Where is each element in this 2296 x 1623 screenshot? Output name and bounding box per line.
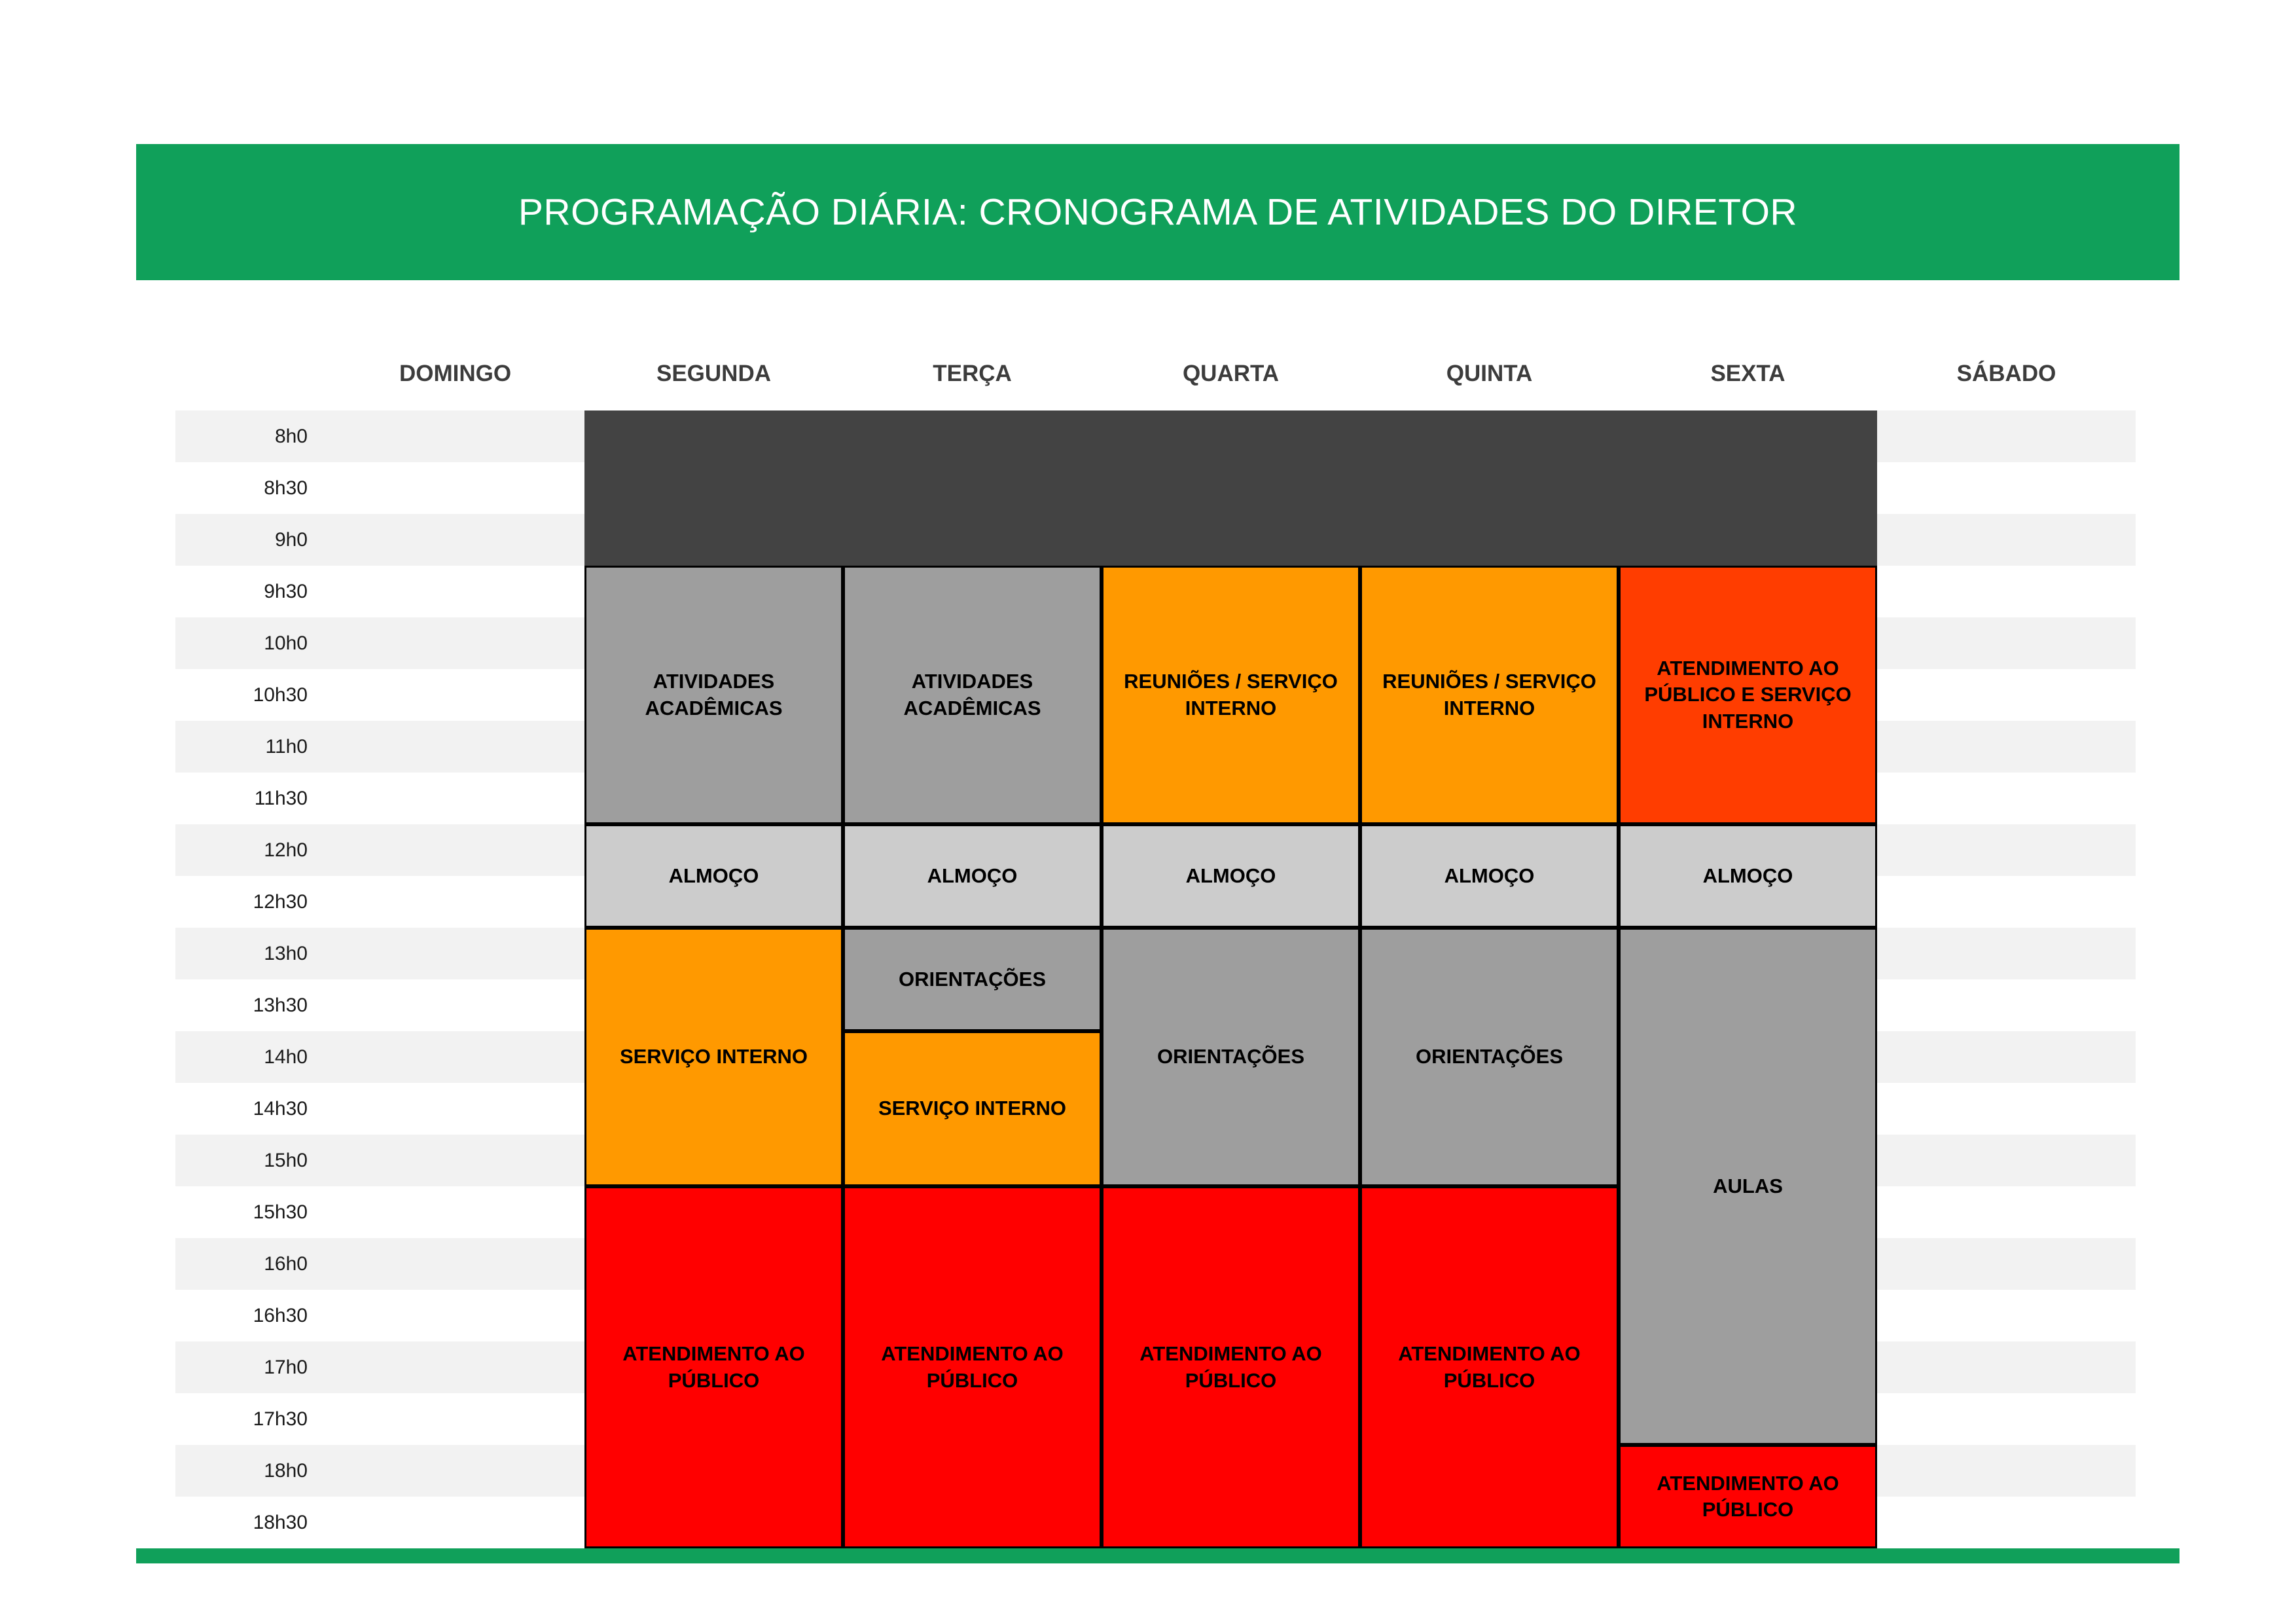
time-label: 16h0	[264, 1252, 308, 1275]
schedule-block: REUNIÕES / SERVIÇO INTERNO	[1360, 566, 1619, 824]
schedule-block: ATENDIMENTO AO PÚBLICO	[1102, 1186, 1360, 1548]
schedule-block-label: ALMOÇO	[668, 864, 759, 887]
schedule-block: ALMOÇO	[843, 824, 1102, 928]
schedule-block: ALMOÇO	[1102, 824, 1360, 928]
schedule-block-label: ATIVIDADES ACADÊMICAS	[645, 670, 783, 720]
time-label: 15h0	[264, 1149, 308, 1171]
schedule-block	[584, 410, 1877, 566]
schedule-block: ATENDIMENTO AO PÚBLICO	[843, 1186, 1102, 1548]
time-label: 9h0	[274, 528, 308, 551]
schedule-block-label: ALMOÇO	[1444, 864, 1535, 887]
schedule-block: ALMOÇO	[1619, 824, 1877, 928]
schedule-block: ORIENTAÇÕES	[1102, 928, 1360, 1186]
time-label: 16h30	[253, 1304, 308, 1326]
schedule-block-label: AULAS	[1713, 1174, 1783, 1197]
time-label: 18h0	[264, 1459, 308, 1482]
day-header: SEGUNDA	[656, 361, 772, 386]
schedule-block-label: ATENDIMENTO AO PÚBLICO	[1398, 1342, 1581, 1392]
schedule-block: ATENDIMENTO AO PÚBLICO E SERVIÇO INTERNO	[1619, 566, 1877, 824]
schedule-block: ALMOÇO	[584, 824, 843, 928]
time-label: 13h30	[253, 994, 308, 1016]
time-label: 10h0	[264, 632, 308, 654]
schedule-block-label: ATENDIMENTO AO PÚBLICO	[1139, 1342, 1322, 1392]
schedule-block: REUNIÕES / SERVIÇO INTERNO	[1102, 566, 1360, 824]
schedule-block-label: ALMOÇO	[1702, 864, 1793, 887]
schedule-block: ATIVIDADES ACADÊMICAS	[584, 566, 843, 824]
schedule-block-label: ATENDIMENTO AO PÚBLICO	[622, 1342, 805, 1392]
time-label: 13h0	[264, 942, 308, 964]
schedule-block-label: ORIENTAÇÕES	[1157, 1045, 1305, 1068]
schedule-block-label: ATIVIDADES ACADÊMICAS	[903, 670, 1041, 720]
time-label: 17h30	[253, 1408, 308, 1430]
time-label: 11h0	[265, 735, 308, 757]
footer-bar	[136, 1548, 2179, 1563]
time-label: 17h0	[264, 1356, 308, 1378]
schedule-block-label: ALMOÇO	[927, 864, 1018, 887]
day-header: QUINTA	[1446, 361, 1533, 386]
schedule-block: ATIVIDADES ACADÊMICAS	[843, 566, 1102, 824]
time-label: 12h0	[264, 839, 308, 861]
time-label: 15h30	[253, 1201, 308, 1223]
time-label: 9h30	[264, 580, 308, 602]
time-label: 8h0	[274, 425, 308, 447]
schedule-block-label: ORIENTAÇÕES	[1415, 1045, 1564, 1068]
schedule-block: AULAS	[1619, 928, 1877, 1445]
schedule-block-label: ALMOÇO	[1185, 864, 1276, 887]
page-title: PROGRAMAÇÃO DIÁRIA: CRONOGRAMA DE ATIVID…	[518, 191, 1798, 233]
time-label: 11h30	[254, 787, 308, 809]
schedule-block: ATENDIMENTO AO PÚBLICO	[584, 1186, 843, 1548]
schedule-block-label: SERVIÇO INTERNO	[878, 1097, 1067, 1120]
time-label: 14h0	[264, 1046, 308, 1068]
schedule-block-label: REUNIÕES / SERVIÇO INTERNO	[1382, 670, 1596, 720]
schedule-block: ORIENTAÇÕES	[1360, 928, 1619, 1186]
time-label: 18h30	[253, 1511, 308, 1533]
schedule-block-label: REUNIÕES / SERVIÇO INTERNO	[1124, 670, 1338, 720]
schedule-block: ORIENTAÇÕES	[843, 928, 1102, 1031]
schedule-block: ATENDIMENTO AO PÚBLICO	[1619, 1445, 1877, 1548]
schedule-block-label: ATENDIMENTO AO PÚBLICO	[1657, 1471, 1839, 1521]
schedule-block-label: SERVIÇO INTERNO	[619, 1045, 808, 1068]
day-header: QUARTA	[1182, 361, 1280, 386]
day-header-row: DOMINGO SEGUNDA TERÇA QUARTA QUINTA SEXTA SÁBA…	[175, 352, 2136, 395]
title-banner: PROGRAMAÇÃO DIÁRIA: CRONOGRAMA DE ATIVID…	[136, 144, 2179, 280]
schedule-block-label: ORIENTAÇÕES	[898, 967, 1047, 991]
schedule-block: SERVIÇO INTERNO	[843, 1031, 1102, 1186]
day-header: DOMINGO	[399, 361, 512, 386]
time-label: 10h30	[253, 684, 308, 706]
day-header: SÁBADO	[1956, 361, 2056, 386]
schedule-block: ALMOÇO	[1360, 824, 1619, 928]
day-header: SEXTA	[1710, 361, 1785, 386]
schedule-block-label: ATENDIMENTO AO PÚBLICO	[881, 1342, 1064, 1392]
time-label: 14h30	[253, 1097, 308, 1120]
time-label: 12h30	[253, 890, 308, 913]
schedule-block: SERVIÇO INTERNO	[584, 928, 843, 1186]
day-header: TERÇA	[933, 361, 1012, 386]
schedule-grid: 8h0 8h30 9h0 9h30 10h0 10h30 11h0 11h30 12h0 12h3…	[175, 410, 2136, 1548]
time-label: 8h30	[264, 477, 308, 499]
schedule-block-label: ATENDIMENTO AO PÚBLICO E SERVIÇO INTERNO	[1644, 657, 1852, 733]
schedule-block: ATENDIMENTO AO PÚBLICO	[1360, 1186, 1619, 1548]
